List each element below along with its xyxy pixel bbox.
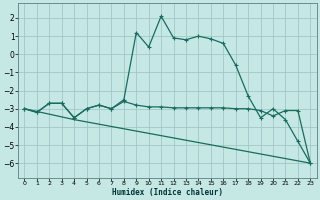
X-axis label: Humidex (Indice chaleur): Humidex (Indice chaleur) xyxy=(112,188,223,197)
